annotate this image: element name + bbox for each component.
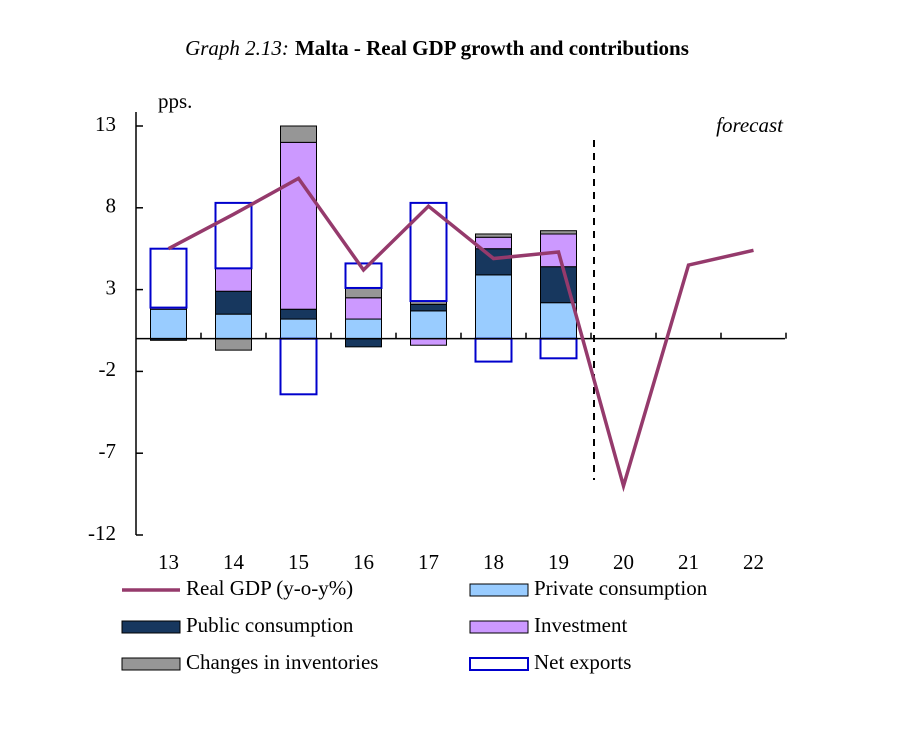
gdp-line: [167, 176, 754, 493]
x-tick-label: 19: [548, 550, 569, 574]
bar-segment: [280, 141, 317, 310]
legend-label: Investment: [534, 613, 627, 637]
legend-label: Public consumption: [186, 613, 354, 637]
legend-label: Real GDP (y-o-y%): [186, 576, 353, 600]
legend-label: Changes in inventories: [186, 650, 378, 674]
legend-swatch: [469, 620, 529, 634]
bar-segment: [474, 337, 513, 363]
bar-segment: [345, 297, 382, 320]
forecast-label: forecast: [716, 113, 784, 137]
bar-segment: [215, 290, 252, 315]
legend-swatch: [469, 657, 529, 671]
title-prefix: Graph 2.13:: [185, 36, 289, 60]
bar-segment: [215, 267, 252, 292]
x-tick-label: 17: [418, 550, 439, 574]
bar-segment: [215, 313, 252, 340]
y-tick-label: -2: [99, 357, 117, 381]
bar-segment: [410, 338, 447, 346]
y-tick-label: -7: [99, 439, 117, 463]
bar-segment: [540, 302, 577, 340]
x-tick-label: 13: [158, 550, 179, 574]
bar-segment: [280, 125, 317, 143]
y-axis-label: pps.: [158, 89, 192, 113]
x-tick-label: 21: [678, 550, 699, 574]
bar-segment: [475, 233, 512, 238]
bar-segment: [475, 248, 512, 276]
bar-segment: [280, 318, 317, 340]
bar-segment: [475, 274, 512, 340]
bar-segment: [540, 233, 577, 268]
y-tick-label: -12: [88, 521, 116, 545]
x-tick-label: 18: [483, 550, 504, 574]
bar-segment: [345, 287, 382, 299]
bar-segment: [410, 310, 447, 340]
x-tick-label: 20: [613, 550, 634, 574]
x-tick-label: 22: [743, 550, 764, 574]
legend-label: Private consumption: [534, 576, 708, 600]
legend-swatch: [121, 620, 181, 634]
x-tick-label: 16: [353, 550, 374, 574]
legend-label: Net exports: [534, 650, 631, 674]
y-tick-label: 13: [95, 112, 116, 136]
bar-segment: [410, 303, 447, 312]
legend-swatch: [121, 657, 181, 671]
chart-title: Graph 2.13: Malta - Real GDP growth and c…: [185, 36, 689, 60]
x-tick-label: 14: [223, 550, 245, 574]
bar-segment: [539, 337, 578, 360]
x-tick-label: 15: [288, 550, 309, 574]
bar-segment: [279, 337, 318, 396]
legend-swatch: [469, 583, 529, 597]
bar-segment: [150, 308, 187, 340]
bar-segment: [345, 338, 382, 348]
y-tick-label: 8: [106, 194, 117, 218]
bar-segment: [540, 230, 577, 235]
bar-segment: [149, 247, 188, 309]
bar-segment: [280, 308, 317, 320]
y-tick-label: 3: [106, 275, 117, 299]
bar-segment: [215, 338, 252, 351]
bar-segment: [345, 318, 382, 340]
title-main: Malta - Real GDP growth and contribution…: [295, 36, 689, 60]
